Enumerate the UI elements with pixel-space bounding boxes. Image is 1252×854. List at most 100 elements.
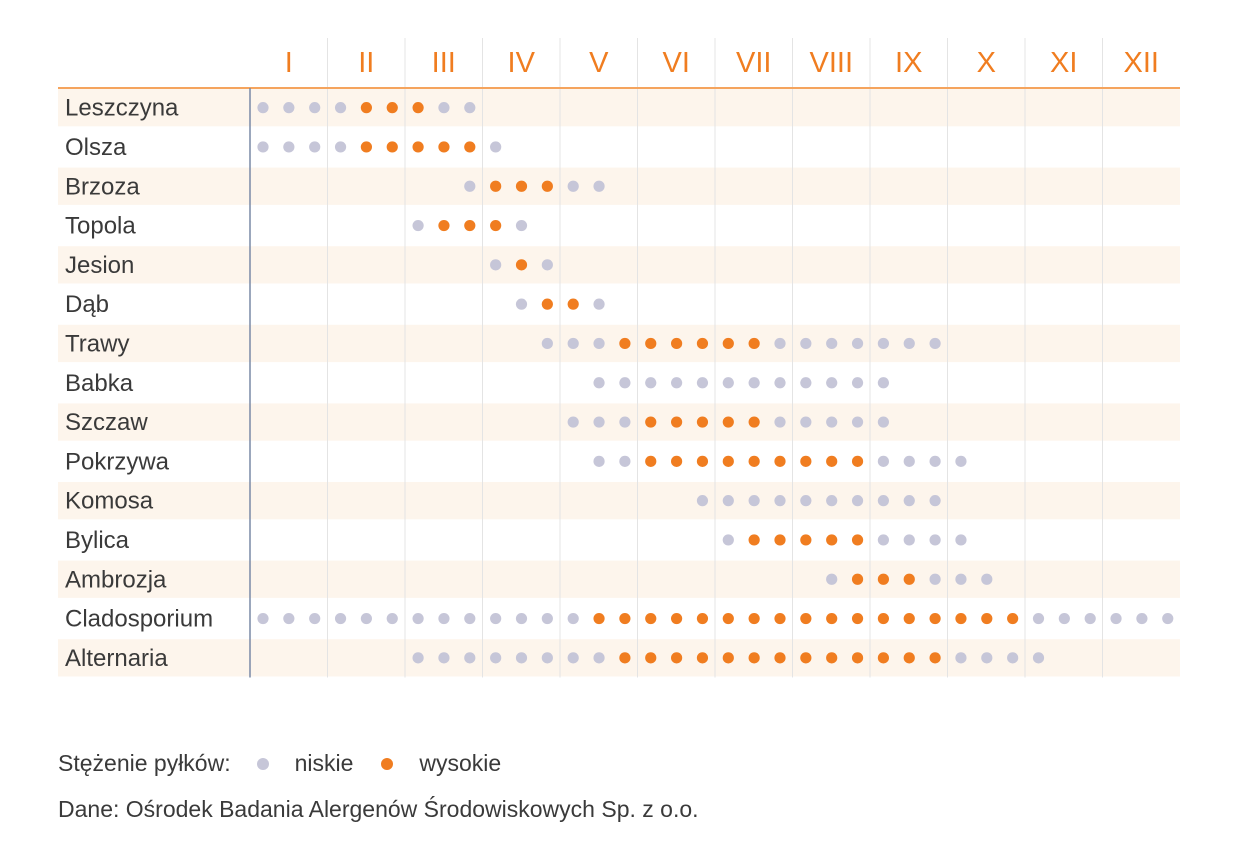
dot-low xyxy=(1084,612,1096,625)
dot-high xyxy=(696,612,709,625)
dot-high xyxy=(877,652,890,664)
dot-high xyxy=(826,534,838,546)
dot-high xyxy=(645,455,657,467)
month-label: III xyxy=(432,47,456,79)
dot-high xyxy=(851,455,864,467)
dot-low xyxy=(412,219,424,232)
dot-high xyxy=(360,141,372,153)
month-label: IX xyxy=(895,47,922,79)
dot-high xyxy=(515,259,528,271)
row-band xyxy=(58,246,1180,284)
dot-high xyxy=(722,416,734,428)
dot-low xyxy=(671,377,683,389)
dot-low xyxy=(515,298,528,310)
dot-high xyxy=(929,652,941,664)
dot-low xyxy=(800,416,812,428)
row-band xyxy=(58,167,1180,205)
dot-low xyxy=(334,102,347,114)
dot-high xyxy=(748,416,760,428)
dot-high xyxy=(464,141,476,153)
row-band xyxy=(58,560,1180,598)
dot-low xyxy=(877,377,890,389)
legend-title: Stężenie pyłków: xyxy=(58,750,231,776)
dot-high xyxy=(696,337,709,350)
dot-low xyxy=(929,534,941,546)
dot-low xyxy=(309,612,321,625)
dot-low xyxy=(567,612,579,625)
dot-low xyxy=(877,416,890,428)
dot-high xyxy=(722,652,734,664)
dot-high xyxy=(696,416,709,428)
dot-low xyxy=(955,573,967,585)
dot-high xyxy=(645,416,657,428)
dot-high xyxy=(696,455,709,467)
month-label: XI xyxy=(1050,47,1077,79)
dot-low xyxy=(955,455,967,467)
dot-low xyxy=(851,337,864,350)
row-label: Alternaria xyxy=(65,645,168,672)
dot-low xyxy=(386,612,398,625)
dot-low xyxy=(309,141,321,153)
dot-low xyxy=(257,141,269,153)
dot-high xyxy=(567,298,579,310)
dot-low xyxy=(438,102,450,114)
dot-low xyxy=(800,377,812,389)
dot-low xyxy=(826,377,838,389)
dot-low xyxy=(826,337,838,350)
dot-low xyxy=(851,377,864,389)
dot-low xyxy=(490,612,502,625)
dot-low xyxy=(1162,612,1174,625)
dot-low xyxy=(619,455,631,467)
dot-low xyxy=(1032,652,1045,664)
dot-high xyxy=(438,219,450,232)
dot-high xyxy=(645,652,657,664)
dot-high xyxy=(671,612,683,625)
dot-low xyxy=(593,455,605,467)
dot-high xyxy=(851,534,864,546)
dot-low xyxy=(490,652,502,664)
dot-low xyxy=(412,612,424,625)
dot-low xyxy=(774,377,786,389)
dot-low xyxy=(1136,612,1148,625)
dot-low xyxy=(722,377,734,389)
row-label: Babka xyxy=(65,370,134,397)
dot-low xyxy=(1007,652,1019,664)
row-band xyxy=(58,639,1180,677)
dot-low xyxy=(981,652,993,664)
dot-low xyxy=(593,298,605,310)
row-band xyxy=(58,482,1180,520)
dot-low xyxy=(696,495,709,507)
source-note: Dane: Ośrodek Badania Alergenów Środowis… xyxy=(58,796,699,822)
dot-low xyxy=(722,495,734,507)
dot-high xyxy=(541,180,553,192)
dot-low xyxy=(826,495,838,507)
dot-low xyxy=(438,652,450,664)
dot-low xyxy=(696,377,709,389)
dot-low xyxy=(903,534,915,546)
dot-low xyxy=(515,219,528,232)
dot-low xyxy=(593,652,605,664)
dot-low xyxy=(283,612,295,625)
dot-low xyxy=(774,495,786,507)
dot-low xyxy=(903,495,915,507)
month-label: VII xyxy=(736,47,771,79)
dot-high xyxy=(541,298,553,310)
row-label: Trawy xyxy=(65,330,129,357)
dot-high xyxy=(490,180,502,192)
dot-low xyxy=(515,612,528,625)
dot-low xyxy=(567,180,579,192)
dot-low xyxy=(1110,612,1122,625)
dot-low xyxy=(955,534,967,546)
dot-low xyxy=(903,455,915,467)
row-label: Leszczyna xyxy=(65,95,179,122)
dot-low xyxy=(309,102,321,114)
dot-high xyxy=(722,337,734,350)
dot-high xyxy=(800,652,812,664)
dot-low xyxy=(490,259,502,271)
row-label: Bylica xyxy=(65,527,130,554)
dot-low xyxy=(464,102,476,114)
dot-low xyxy=(567,652,579,664)
dot-low xyxy=(826,416,838,428)
dot-high xyxy=(748,455,760,467)
dot-high xyxy=(722,455,734,467)
